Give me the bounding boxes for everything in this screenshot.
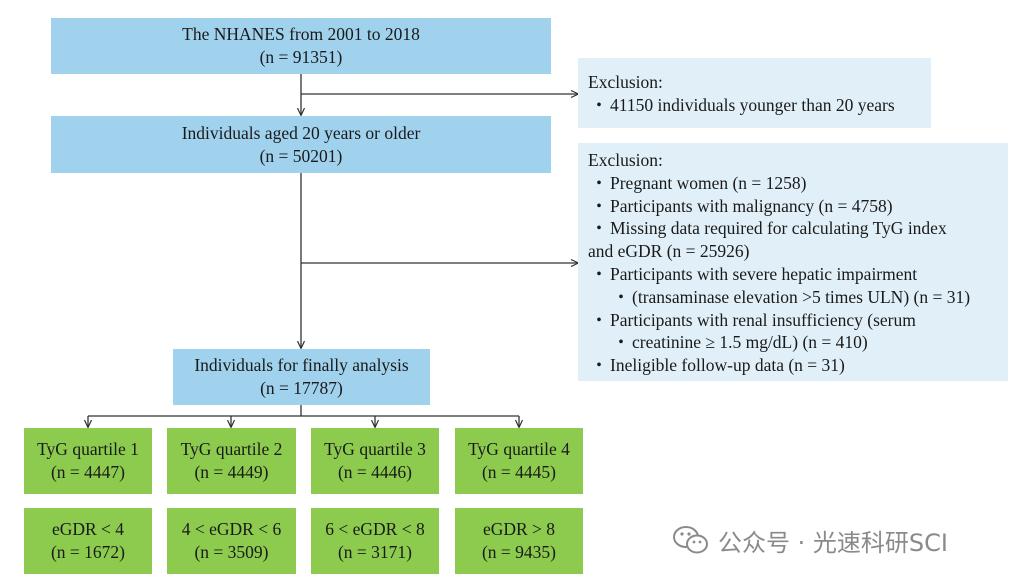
quartile-label: TyG quartile 1 [37,439,139,459]
exclusion-1-item: 41150 individuals younger than 20 years [588,94,921,117]
final-box-title: Individuals for finally analysis [194,355,409,375]
exclusion-box-2: Exclusion: Pregnant women (n = 1258) Par… [578,143,1008,381]
egdr-count: (n = 3509) [194,542,269,562]
exclusion-2-item-pregnant: Pregnant women (n = 1258) [588,172,998,195]
quartile-box-4: TyG quartile 4 (n = 4445) [455,428,583,494]
adult-box-title: Individuals aged 20 years or older [181,122,421,143]
exclusion-2-item-follow-up: Ineligible follow-up data (n = 31) [588,354,998,377]
exclusion-2-item-missing-data: Missing data required for calculating Ty… [588,217,998,240]
final-analysis-box: Individuals for finally analysis (n = 17… [173,349,430,405]
quartile-box-1: TyG quartile 1 (n = 4447) [24,428,152,494]
exclusion-1-title: Exclusion: [588,72,663,92]
watermark-text: 公众号 · 光速科研SCI [718,528,948,557]
egdr-box-1: eGDR < 4 (n = 1672) [24,508,152,574]
egdr-label: 4 < eGDR < 6 [181,519,282,539]
exclusion-2-item-hepatic: Participants with severe hepatic impairm… [588,263,998,286]
source-box: The NHANES from 2001 to 2018 (n = 91351) [51,18,551,74]
exclusion-2-item-hepatic-cont: (transaminase elevation >5 times ULN) (n… [588,286,998,309]
egdr-count: (n = 3171) [337,542,413,562]
quartile-label: TyG quartile 2 [180,439,283,459]
exclusion-2-title: Exclusion: [588,150,663,170]
quartile-count: (n = 4445) [481,462,557,482]
quartile-label: TyG quartile 4 [468,439,570,459]
egdr-count: (n = 9435) [481,542,557,562]
egdr-box-3: 6 < eGDR < 8 (n = 3171) [311,508,439,574]
quartile-box-2: TyG quartile 2 (n = 4449) [167,428,296,494]
egdr-box-4: eGDR > 8 (n = 9435) [455,508,583,574]
exclusion-2-item-missing-data-cont: and eGDR (n = 25926) [588,241,750,262]
egdr-label: eGDR < 4 [51,519,125,539]
watermark: 公众号 · 光速科研SCI [672,522,948,558]
source-box-count: (n = 91351) [259,47,343,67]
exclusion-2-item-renal: Participants with renal insufficiency (s… [588,309,998,332]
exclusion-box-1: Exclusion: 41150 individuals younger tha… [578,58,931,128]
quartile-label: TyG quartile 3 [324,439,426,459]
adult-box: Individuals aged 20 years or older (n = … [51,116,551,173]
egdr-label: 6 < eGDR < 8 [325,519,425,539]
wechat-icon [673,526,708,554]
adult-box-count: (n = 50201) [259,145,343,166]
egdr-label: eGDR > 8 [482,519,556,539]
egdr-box-2: 4 < eGDR < 6 (n = 3509) [167,508,296,574]
exclusion-2-item-malignancy: Participants with malignancy (n = 4758) [588,195,998,218]
quartile-count: (n = 4449) [194,462,269,482]
source-box-title: The NHANES from 2001 to 2018 [182,24,420,44]
egdr-count: (n = 1672) [50,542,126,562]
quartile-count: (n = 4447) [50,462,126,482]
exclusion-2-item-renal-cont: creatinine ≥ 1.5 mg/dL) (n = 410) [588,331,998,354]
quartile-count: (n = 4446) [337,462,413,482]
quartile-box-3: TyG quartile 3 (n = 4446) [311,428,439,494]
final-box-count: (n = 17787) [260,378,343,398]
